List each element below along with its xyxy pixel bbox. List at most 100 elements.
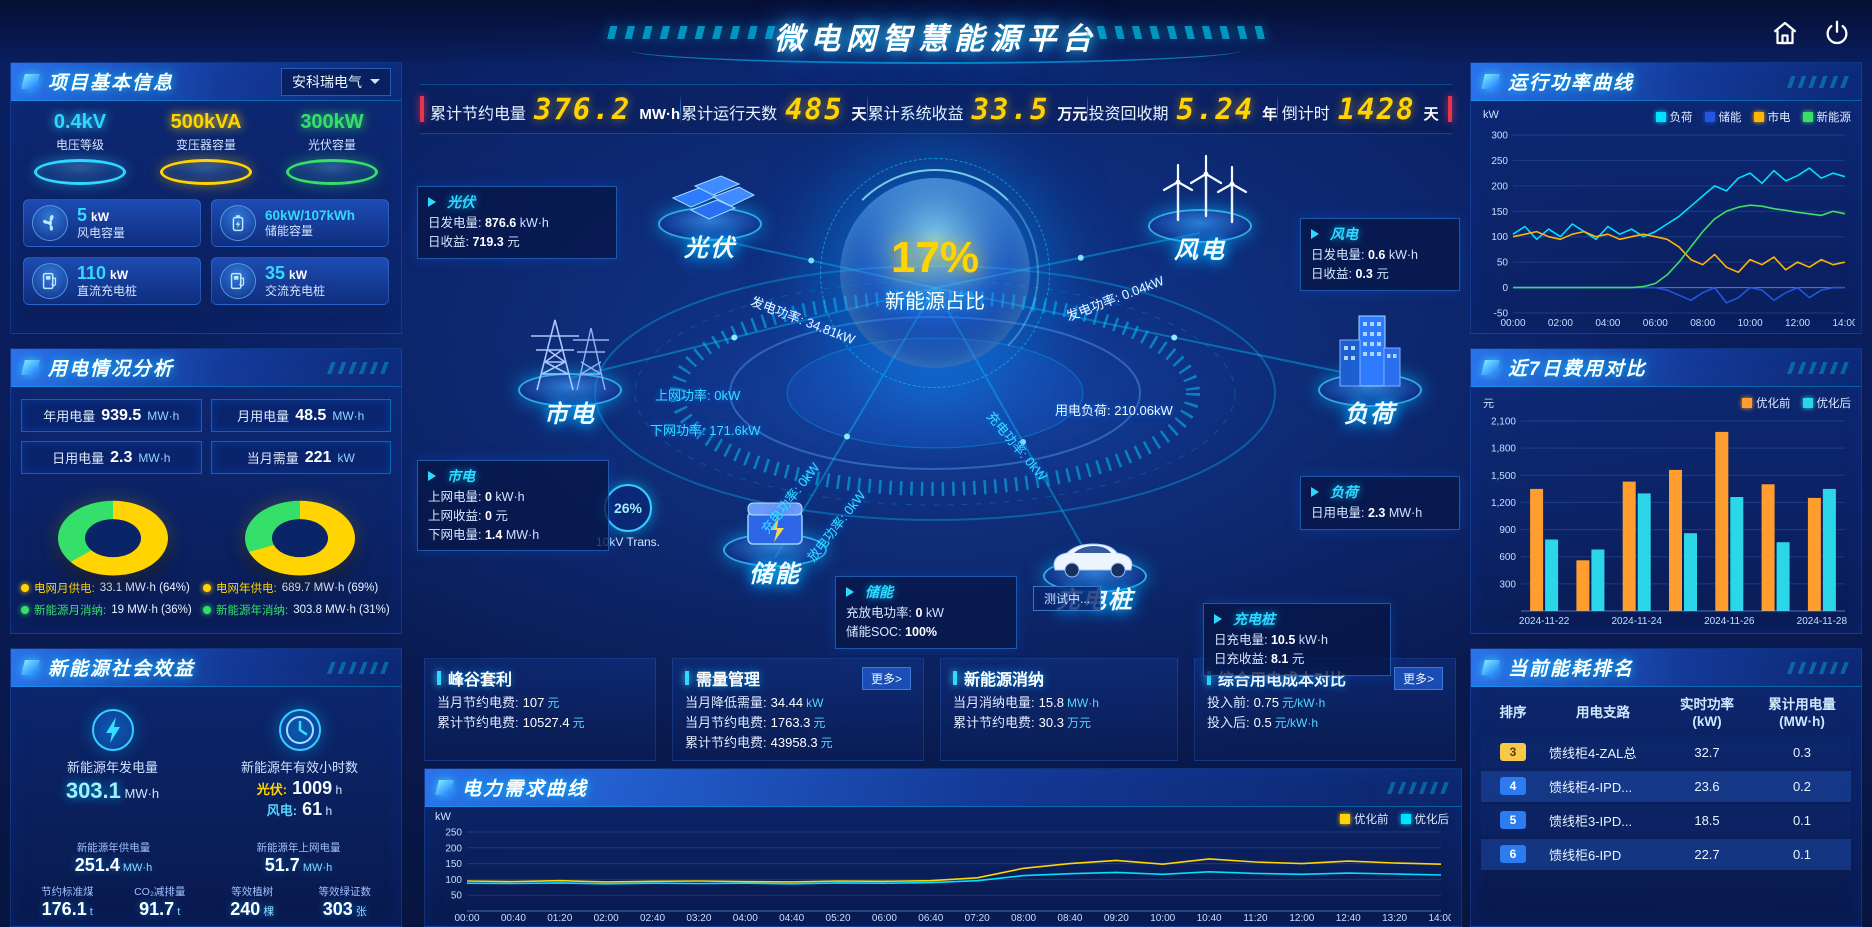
more-button[interactable]: 更多> <box>861 666 911 690</box>
svg-text:12:40: 12:40 <box>1336 913 1361 924</box>
chart-legend: 负荷 储能 市电 新能源 <box>1655 109 1851 125</box>
table-row[interactable]: 5 馈线柜3-IPD... 18.5 0.1 <box>1481 804 1851 836</box>
window-controls <box>1768 16 1854 50</box>
node-load[interactable]: 负荷 <box>1300 310 1440 429</box>
stat-label: 等效植树 <box>231 886 274 898</box>
stat-label: 直流充电桩 <box>77 283 138 298</box>
dc-charger-icon <box>32 263 68 299</box>
pod-label: 变压器容量 <box>175 138 236 152</box>
pod-value: 0.4kV <box>53 111 107 133</box>
y-axis-unit: 元 <box>1483 398 1494 410</box>
svg-text:11:20: 11:20 <box>1243 913 1268 924</box>
card-metric: 累计节约电费: 10527.4 元 <box>437 715 585 731</box>
node-grid[interactable]: 市电 <box>500 310 640 429</box>
info-box-title: 储能 <box>865 584 893 600</box>
capacity-pod: 300kW 光伏容量 <box>274 111 390 185</box>
stat-label: 日用电量 <box>52 451 105 466</box>
stat-value: 485 <box>785 92 844 126</box>
benefit-stat: 新能源年上网电量 51.7 MW·h <box>206 840 391 876</box>
donut-legend: 电网月供电: 33.1 MW·h (64%) 新能源月消纳: 19 MW·h (3… <box>11 578 401 620</box>
table-row[interactable]: 3 馈线柜4-ZAL总 32.7 0.3 <box>1481 736 1851 768</box>
energy-flow-diagram: 17% 新能源占比 光伏 <box>415 138 1462 676</box>
usage-stats: 年用电量 939.5 MW·h 月用电量 48.5 MW·h 日用电量 2.3 MW·h 当月需量… <box>11 387 401 480</box>
generation-icon <box>19 701 206 753</box>
stat-unit: MW·h <box>639 106 681 123</box>
company-select[interactable]: 安科瑞电气 <box>281 67 391 96</box>
triangle-icon <box>428 471 441 481</box>
node-storage[interactable]: 储能 <box>705 490 845 589</box>
node-grid-label: 市电 <box>544 401 596 428</box>
stat-value: 939.5 <box>101 406 142 424</box>
svg-text:250: 250 <box>1491 156 1508 167</box>
svg-text:50: 50 <box>1497 258 1509 269</box>
pod-disc <box>160 159 252 185</box>
stat-unit: kW <box>337 450 355 465</box>
panel-header: 项目基本信息 安科瑞电气 <box>11 63 401 101</box>
stat-value: 176.1 t <box>41 899 93 919</box>
card-metric: 当月消纳电量: 15.8 MW·h <box>953 695 1099 710</box>
branch-name: 馈线柜3-IPD... <box>1549 813 1633 829</box>
kpi-bar: 累计节约电量 376.2 MW·h 累计运行天数 485 天累计系统收益 33.5 万元 投资回… <box>420 84 1452 134</box>
node-wind[interactable]: 风电 <box>1130 152 1270 265</box>
svg-text:100: 100 <box>1491 232 1508 243</box>
header-arc <box>630 50 1242 64</box>
pod-label: 光伏容量 <box>307 138 356 152</box>
legend-item: 电网月供电: 33.1 MW·h (64%) <box>21 580 193 596</box>
header-stripes <box>325 662 391 674</box>
stat-unit: MW·h <box>138 450 171 465</box>
stat-label: 新能源年上网电量 <box>256 842 341 854</box>
info-metric: 上网收益: 0 元 <box>428 508 508 523</box>
top-stat: 累计系统收益 33.5 万元 <box>868 92 1088 126</box>
column-header: 实时功率 (kW) <box>1680 697 1734 729</box>
svg-text:09:20: 09:20 <box>1104 913 1129 924</box>
card-metric: 当月节约电费: 1763.3 元 <box>685 715 826 731</box>
info-metric: 储能SOC: 100% <box>846 624 938 639</box>
svg-text:-50: -50 <box>1494 309 1509 320</box>
summary-card: 综合用电成本对比 更多> 投入前: 0.75 元/kW·h 投入后: 0.5 元/kW·h <box>1194 658 1456 762</box>
header-stripes <box>1785 362 1851 374</box>
table-row[interactable]: 6 馈线柜6-IPD 22.7 0.1 <box>1481 838 1851 870</box>
power-icon[interactable] <box>1820 16 1854 50</box>
panel-header: 近7日费用对比 <box>1471 349 1861 387</box>
info-metric: 日发电量: 0.6 kW·h <box>1311 248 1418 262</box>
info-box-title: 负荷 <box>1330 484 1358 500</box>
svg-text:14:00: 14:00 <box>1832 318 1855 329</box>
supply-donuts <box>11 480 401 578</box>
svg-text:14:00: 14:00 <box>1428 913 1451 924</box>
benefit-features: 新能源年发电量 303.1 MW·h 新能源年有效小时数 光伏: 1009 h 风电: … <box>11 687 401 826</box>
renewable-ratio-value: 17% <box>890 232 980 282</box>
svg-text:02:00: 02:00 <box>594 913 619 924</box>
svg-text:02:40: 02:40 <box>640 913 665 924</box>
svg-text:10:00: 10:00 <box>1150 913 1175 924</box>
svg-text:300: 300 <box>1499 579 1516 590</box>
info-metric: 充放电功率: 0 kW <box>846 606 944 620</box>
svg-text:1,200: 1,200 <box>1491 498 1516 509</box>
svg-text:08:00: 08:00 <box>1011 913 1036 924</box>
svg-text:10:40: 10:40 <box>1197 913 1222 924</box>
triangle-icon <box>1311 487 1324 497</box>
transformer-badge: 26% 10kV Trans. <box>583 484 673 549</box>
table-row[interactable]: 4 馈线柜4-IPD... 23.6 0.2 <box>1481 770 1851 802</box>
feature-label: 新能源年有效小时数 <box>240 760 358 775</box>
stat-label: 投资回收期 <box>1088 106 1169 123</box>
stat-unit: MW·h <box>147 408 180 423</box>
svg-text:04:40: 04:40 <box>779 913 804 924</box>
info-metric: 日收益: 719.3 元 <box>428 234 520 249</box>
more-button[interactable]: 更多> <box>1393 666 1443 690</box>
summary-cards-row: 峰谷套利 当月节约电费: 107 元累计节约电费: 10527.4 元 需量管理 更多> 当月降… <box>424 658 1462 762</box>
app-header: 微电网智慧能源平台 <box>0 0 1872 64</box>
info-box-load: 负荷 日用电量: 2.3 MW·h <box>1300 476 1460 530</box>
home-icon[interactable] <box>1768 16 1802 50</box>
panel-social-benefit: 新能源社会效益 新能源年发电量 303.1 MW·h 新能源年有效小时数 光伏: 10… <box>10 648 402 927</box>
card-title: 综合用电成本对比 <box>1207 666 1346 690</box>
svg-text:07:20: 07:20 <box>965 913 990 924</box>
ranking-table-header: 排序 用电支路 实时功率 (kW) 累计用电量 (MW·h) <box>1471 687 1861 737</box>
triangle-icon <box>428 197 441 207</box>
stat-value: 376.2 <box>534 92 632 126</box>
card-metric: 投入前: 0.75 元/kW·h <box>1207 695 1326 710</box>
donut-hole <box>271 519 328 558</box>
svg-text:06:00: 06:00 <box>1643 318 1668 329</box>
panel-header: 运行功率曲线 <box>1471 63 1861 101</box>
node-pv[interactable]: 光伏 <box>640 166 780 263</box>
svg-text:600: 600 <box>1499 552 1516 563</box>
